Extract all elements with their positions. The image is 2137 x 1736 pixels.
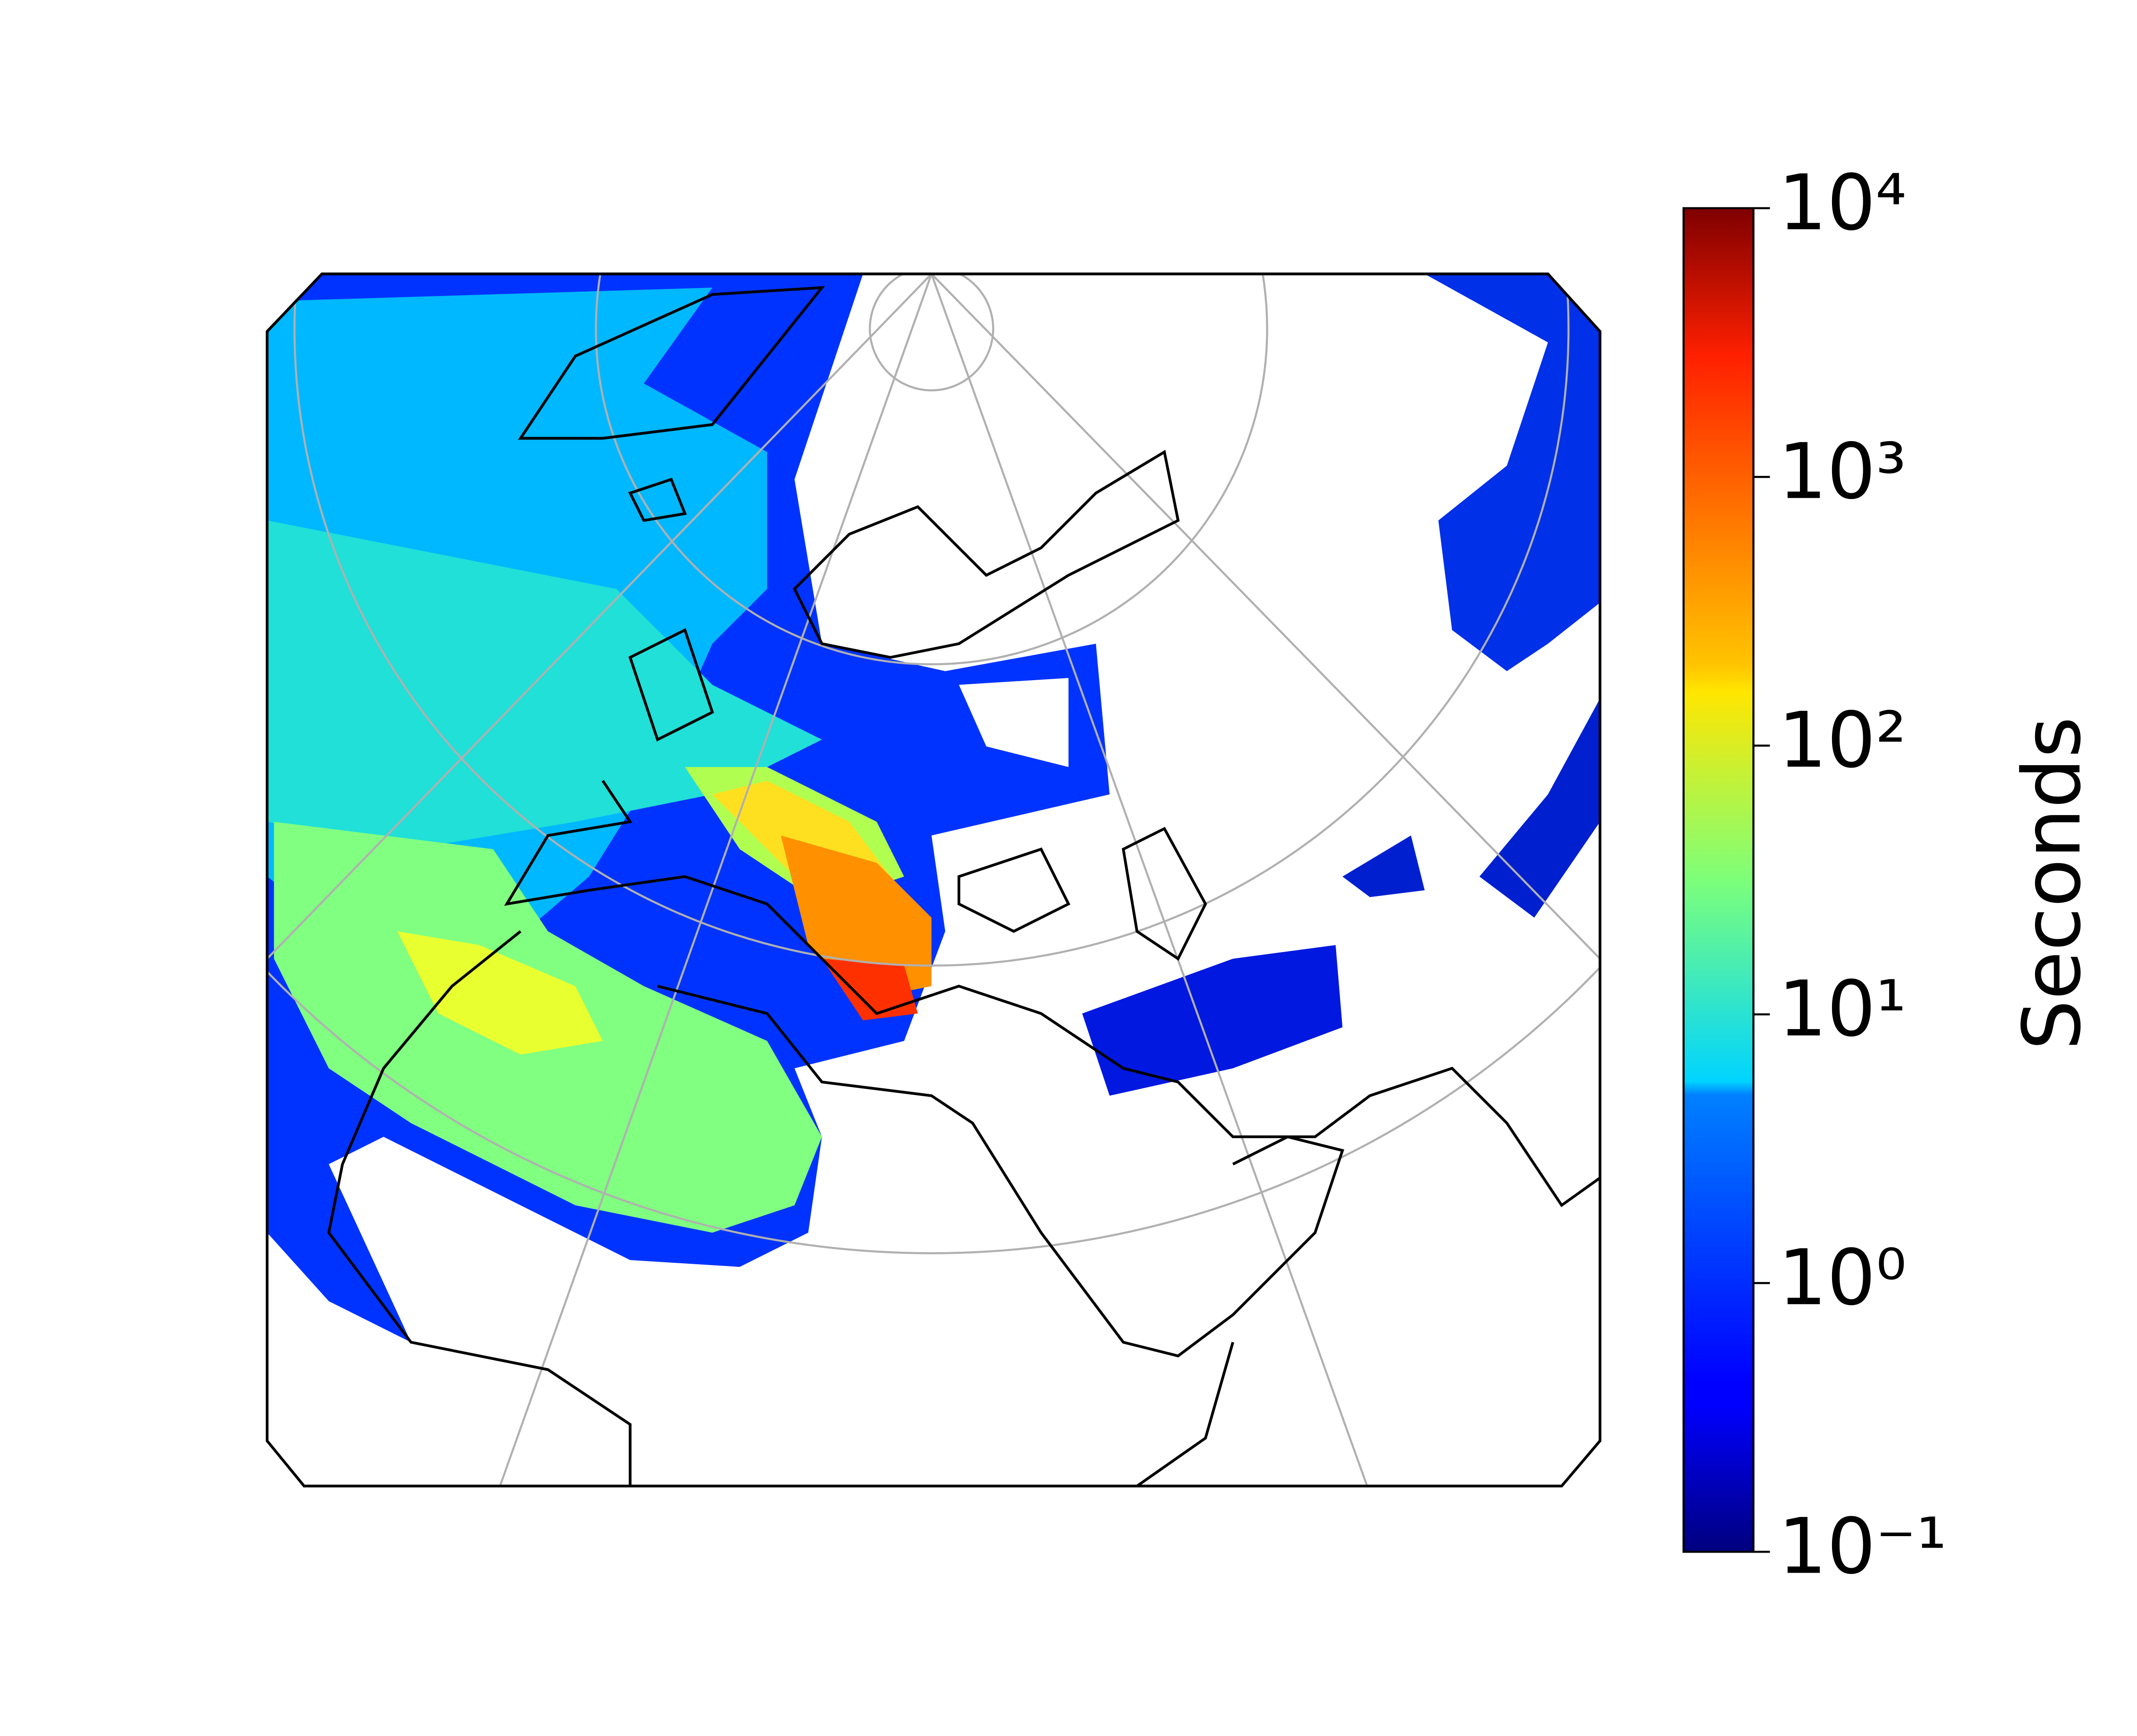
parallel (595, 274, 1268, 665)
colorbar-tick-label: 10¹ (1778, 964, 1906, 1054)
field-gap (959, 678, 1068, 767)
map-frame (265, 272, 1601, 1488)
coastline (628, 628, 714, 742)
coastline (628, 478, 687, 522)
colorbar-tick-label: 10² (1778, 695, 1906, 785)
coastline (518, 286, 825, 440)
graticule (267, 274, 1600, 1486)
field-blue (1342, 835, 1425, 897)
coastline (327, 930, 632, 1486)
parallel (293, 274, 1570, 967)
coastline (1136, 1342, 1235, 1486)
map (267, 274, 1600, 1486)
parallel (869, 274, 995, 392)
colorbar-scale (1682, 207, 1755, 1553)
coastline (657, 985, 1345, 1358)
colorbar-tick-label: 10⁻¹ (1778, 1502, 1947, 1591)
field-red (822, 958, 918, 1021)
coastline (957, 847, 1071, 933)
coastlines (327, 286, 1600, 1486)
field-blue (1425, 274, 1600, 671)
meridian (267, 274, 932, 960)
coastline (1121, 827, 1207, 961)
field-blue (1479, 698, 1600, 918)
field-orange (780, 835, 932, 1000)
meridian (499, 274, 933, 1486)
parallel (267, 274, 1600, 1254)
field-teal (267, 520, 822, 849)
colorbar-tick-label: 10⁰ (1778, 1233, 1906, 1322)
field-yellow (397, 931, 603, 1055)
field (267, 274, 1600, 1397)
colorbar-label: Seconds (2006, 717, 2099, 1051)
field-blue (1082, 945, 1343, 1096)
colorbar: Seconds 10⁻¹ 10⁰ 10¹ 10² 10³ 10⁴ (1682, 158, 2099, 1591)
colorbar-tick-label: 10⁴ (1778, 158, 1906, 247)
coastline (792, 450, 1180, 659)
colorbar-tick-label: 10³ (1778, 427, 1906, 516)
meridian (930, 274, 1368, 1486)
meridian (930, 274, 1600, 960)
coastline (504, 780, 1600, 1208)
